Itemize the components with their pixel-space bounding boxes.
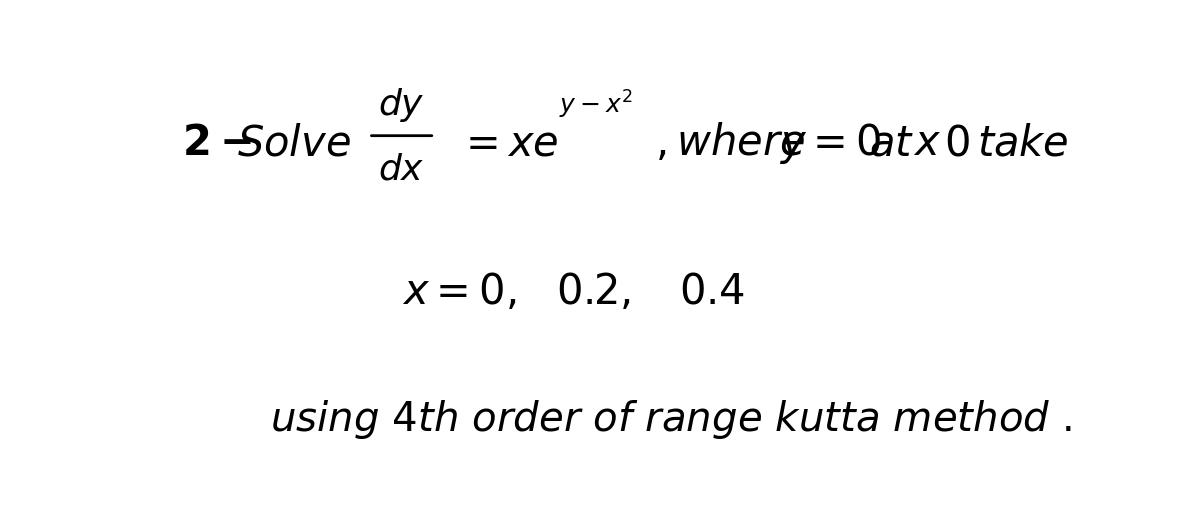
Text: $\mathit{dy}$: $\mathit{dy}$ xyxy=(378,86,425,124)
Text: $\mathit{Solve}$: $\mathit{Solve}$ xyxy=(236,122,350,164)
Text: $y = 0$: $y = 0$ xyxy=(779,121,882,166)
Text: $x$: $x$ xyxy=(913,122,941,164)
Text: $0. 4$: $0. 4$ xyxy=(679,271,745,313)
Text: $using\ 4th\ order\ of\ range\ kutta\ method\ .$: $using\ 4th\ order\ of\ range\ kutta\ me… xyxy=(270,398,1072,441)
Text: $x = 0,$: $x = 0,$ xyxy=(402,271,516,313)
Text: $= xe$: $= xe$ xyxy=(457,122,558,164)
Text: $\mathbf{2-}$: $\mathbf{2-}$ xyxy=(181,122,264,164)
Text: $0$: $0$ xyxy=(944,122,970,164)
Text: $y-x^2$: $y-x^2$ xyxy=(559,89,632,121)
Text: $\mathit{dx}$: $\mathit{dx}$ xyxy=(378,153,425,187)
Text: $take$: $take$ xyxy=(977,122,1069,164)
Text: $,where$: $,where$ xyxy=(655,122,805,164)
Text: $0. 2,$: $0. 2,$ xyxy=(556,271,631,313)
Text: $at$: $at$ xyxy=(869,122,914,164)
